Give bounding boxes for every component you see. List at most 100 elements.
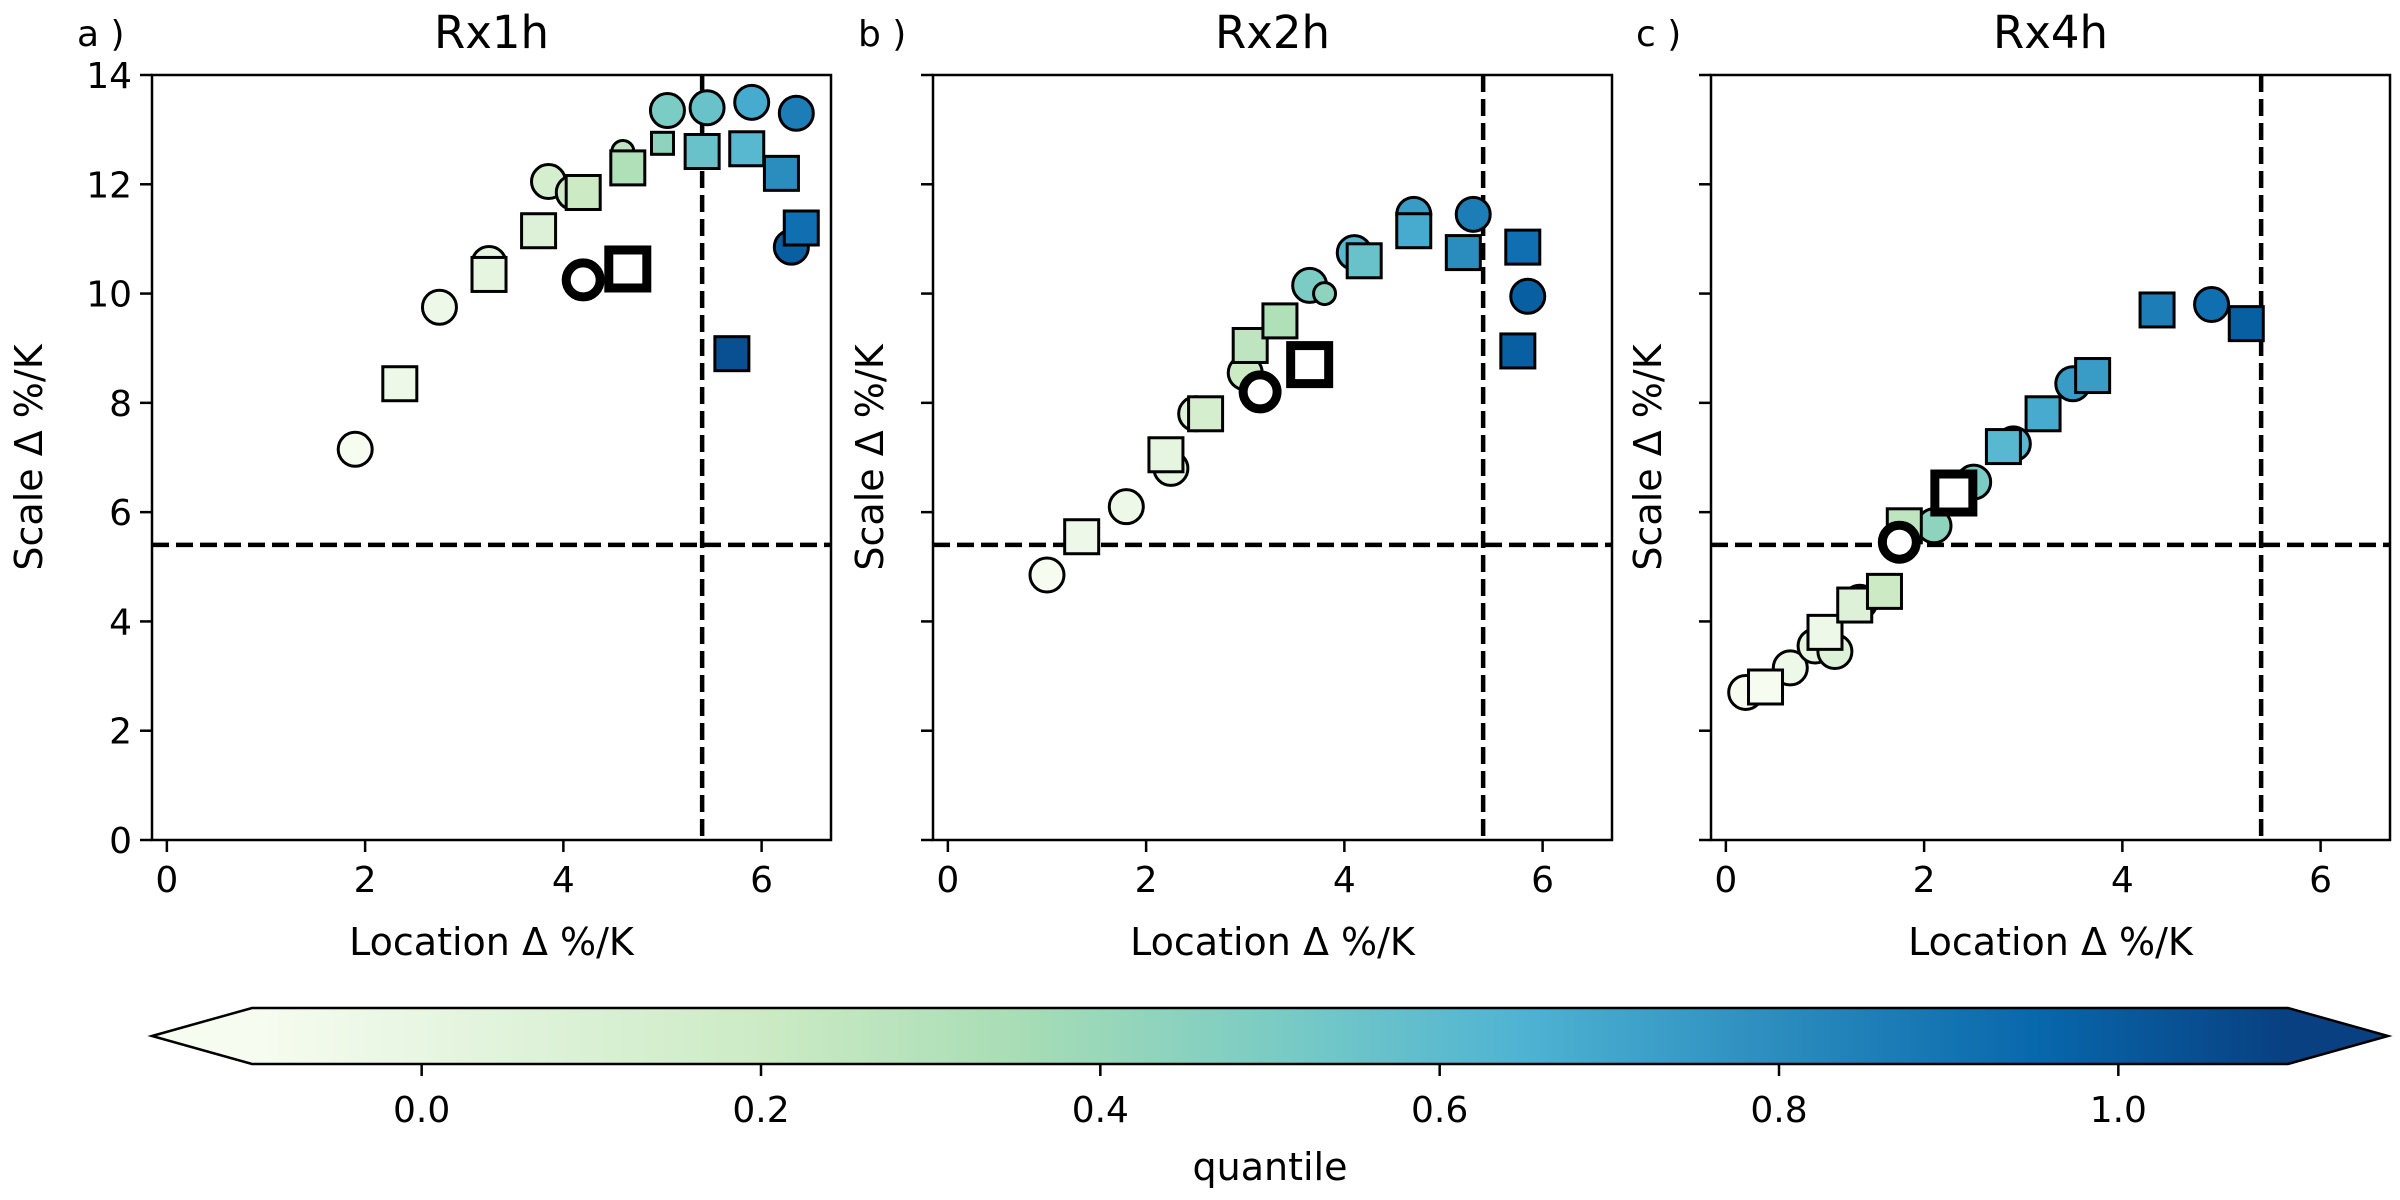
panel-label: b ) <box>858 14 906 55</box>
x-tick-label: 0 <box>1714 860 1737 901</box>
square-marker <box>1187 395 1225 433</box>
highlight-square-marker <box>604 245 652 293</box>
square-marker <box>728 130 766 168</box>
square-marker <box>470 255 508 293</box>
colorbar-label: quantile <box>1193 1145 1348 1189</box>
circle-marker <box>1454 195 1492 233</box>
circle-marker <box>2193 286 2231 323</box>
colorbar-tick-label: 1.0 <box>2090 1090 2147 1131</box>
square-marker <box>609 149 647 187</box>
square-marker <box>2024 395 2062 433</box>
square-marker <box>683 133 721 170</box>
circle-marker <box>1028 556 1066 594</box>
colorbar-tick-label: 0.8 <box>1750 1090 1807 1131</box>
panels: a ) Rx1h 0 2 4 6 0 2 4 6 8 10 12 14 Location Δ %/K Scal… <box>7 6 2392 964</box>
circle-marker <box>648 92 686 130</box>
x-tick-label: 0 <box>936 860 959 901</box>
y-axis-label: Scale Δ %/K <box>7 343 51 570</box>
chart-title: Rx2h <box>1215 6 1330 59</box>
circle-marker <box>336 430 374 468</box>
square-marker <box>1444 234 1482 272</box>
highlight-square-marker <box>1286 341 1334 389</box>
colorbar: 0.0 0.2 0.4 0.6 0.8 1.0 quantile <box>147 1006 2393 1189</box>
plot-area <box>933 75 1612 840</box>
colorbar-extend-high <box>2288 1008 2388 1064</box>
panel-label: c ) <box>1636 14 1681 55</box>
panel-rx1h: a ) Rx1h 0 2 4 6 0 2 4 6 8 10 12 14 Location Δ %/K Scal… <box>7 6 833 964</box>
square-marker <box>2138 291 2176 329</box>
colorbar-tick-label: 0.4 <box>1072 1090 1129 1131</box>
square-marker <box>649 130 675 156</box>
x-tick-label: 4 <box>552 860 575 901</box>
plot-frame <box>150 73 833 842</box>
x-axis-label: Location Δ %/K <box>1130 920 1416 964</box>
x-axis-label: Location Δ %/K <box>1908 920 2194 964</box>
square-marker <box>1261 302 1299 340</box>
square-marker <box>1504 228 1542 266</box>
x-tick-label: 2 <box>354 860 377 901</box>
x-tick-label: 6 <box>1531 860 1554 901</box>
plot-frame <box>1709 73 2392 842</box>
square-marker <box>520 212 558 250</box>
plot-area <box>1711 75 2390 840</box>
highlight-circle-marker <box>1877 520 1921 564</box>
square-marker <box>782 209 820 247</box>
panel-label: a ) <box>77 14 125 55</box>
colorbar-gradient <box>252 1008 2288 1064</box>
square-marker <box>1865 572 1903 610</box>
plot-frame <box>931 73 1614 842</box>
y-tick-label: 12 <box>86 165 132 206</box>
square-marker <box>762 154 800 192</box>
square-marker <box>2074 357 2112 395</box>
circle-marker <box>420 288 458 326</box>
square-marker <box>1747 668 1785 706</box>
circle-marker <box>1312 281 1338 307</box>
circle-marker <box>1509 277 1547 315</box>
plot-area <box>152 75 831 840</box>
square-marker <box>1063 518 1101 556</box>
y-tick-label: 8 <box>109 384 132 425</box>
circle-marker <box>1107 488 1145 526</box>
square-marker <box>1499 332 1537 370</box>
square-marker <box>564 173 602 211</box>
chart-title: Rx1h <box>434 6 549 59</box>
panel-rx4h: c ) Rx4h 0 2 4 6 Location Δ %/K Scale Δ %/K <box>1626 6 2392 964</box>
colorbar-tick-label: 0.2 <box>732 1090 789 1131</box>
square-marker <box>2227 305 2265 343</box>
square-marker <box>1395 212 1433 250</box>
square-marker <box>381 365 419 403</box>
square-marker <box>713 335 751 373</box>
colorbar-extend-low <box>152 1008 252 1064</box>
y-axis-label: Scale Δ %/K <box>1626 343 1670 570</box>
square-marker <box>1147 436 1185 474</box>
y-tick-label: 6 <box>109 493 132 534</box>
x-tick-label: 2 <box>1913 860 1936 901</box>
circle-marker <box>777 94 815 132</box>
circle-marker <box>733 83 771 121</box>
square-marker <box>1984 428 2022 466</box>
panel-rx2h: b ) Rx2h 0 2 4 6 Location Δ %/K Scale Δ %/K <box>848 6 1614 964</box>
y-axis-label: Scale Δ %/K <box>848 343 892 570</box>
colorbar-outline <box>147 1006 2393 1066</box>
x-tick-label: 4 <box>1333 860 1356 901</box>
x-tick-label: 4 <box>2111 860 2134 901</box>
highlight-circle-marker <box>561 258 605 302</box>
x-tick-label: 6 <box>750 860 773 901</box>
y-tick-label: 0 <box>109 821 132 862</box>
x-axis-label: Location Δ %/K <box>349 920 635 964</box>
x-tick-label: 6 <box>2309 860 2332 901</box>
x-tick-label: 2 <box>1135 860 1158 901</box>
highlight-circle-marker <box>1238 370 1282 414</box>
colorbar-tick-label: 0.6 <box>1411 1090 1468 1131</box>
circle-marker <box>688 89 726 127</box>
y-tick-label: 14 <box>86 56 132 97</box>
y-tick-label: 2 <box>109 712 132 753</box>
square-marker <box>1345 242 1383 280</box>
colorbar-tick-label: 0.0 <box>393 1090 450 1131</box>
y-tick-label: 4 <box>109 602 132 643</box>
y-tick-label: 10 <box>86 275 132 316</box>
chart-title: Rx4h <box>1993 6 2108 59</box>
x-tick-label: 0 <box>155 860 178 901</box>
highlight-square-marker <box>1930 469 1978 517</box>
